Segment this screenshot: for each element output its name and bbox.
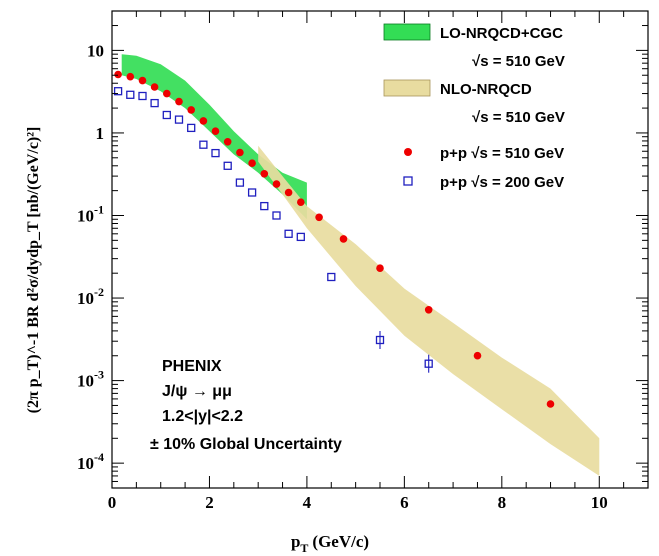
legend-swatch-lo bbox=[383, 23, 431, 41]
x-tick-label: 8 bbox=[498, 493, 507, 512]
y-tick-label: 10-2 bbox=[77, 285, 104, 308]
data-point-510 bbox=[424, 306, 433, 314]
legend-label-200: p+p √s = 200 GeV bbox=[440, 174, 564, 191]
x-tick-label: 0 bbox=[108, 493, 117, 512]
data-point-200 bbox=[327, 272, 336, 282]
data-point-510 bbox=[223, 138, 232, 146]
data-point-510 bbox=[260, 170, 269, 178]
data-point-200 bbox=[150, 98, 159, 108]
series-layer bbox=[113, 70, 555, 408]
legend: LO-NRQCD+CGC √s = 510 GeV NLO-NRQCD √s =… bbox=[383, 23, 565, 191]
data-point-510 bbox=[199, 117, 208, 125]
y-tick-label: 10-4 bbox=[77, 450, 104, 473]
data-point-200 bbox=[199, 140, 208, 149]
data-point-510 bbox=[248, 159, 256, 167]
x-tick-label: 2 bbox=[205, 493, 214, 512]
data-point-510 bbox=[175, 97, 183, 106]
band-lo-nrqcd-cgc bbox=[121, 54, 307, 220]
data-point-510 bbox=[297, 198, 305, 206]
data-point-200 bbox=[284, 229, 293, 238]
data-point-510 bbox=[114, 70, 122, 79]
data-point-510 bbox=[284, 188, 293, 197]
data-point-510 bbox=[376, 264, 384, 273]
annotation-rapidity: 1.2<|y|<2.2 bbox=[162, 408, 243, 425]
data-point-200 bbox=[126, 90, 135, 99]
data-point-510 bbox=[138, 76, 147, 85]
data-point-200 bbox=[174, 115, 184, 124]
annotation-uncertainty: ± 10% Global Uncertainty bbox=[150, 436, 342, 453]
x-tick-label: 4 bbox=[303, 493, 312, 512]
legend-label-nlo: NLO-NRQCD bbox=[440, 81, 532, 98]
x-tick-label: 10 bbox=[591, 493, 608, 512]
legend-marker-510 bbox=[404, 148, 412, 156]
data-point-510 bbox=[150, 83, 159, 91]
y-tick-label: 10-3 bbox=[77, 368, 104, 391]
data-point-200 bbox=[223, 161, 232, 170]
data-point-510 bbox=[211, 127, 220, 135]
ticks-layer: 0 2 4 6 8 10 10-4 10-3 10-2 10-1 1 10 bbox=[77, 10, 649, 512]
y-tick-label: 10-1 bbox=[77, 202, 104, 225]
data-point-200 bbox=[113, 87, 123, 96]
y-tick-label: 1 bbox=[96, 124, 105, 143]
legend-swatch-nlo bbox=[383, 79, 431, 97]
data-point-200 bbox=[247, 188, 257, 197]
x-axis-title: pT (GeV/c) bbox=[291, 532, 369, 555]
data-point-200 bbox=[162, 110, 171, 120]
annotation-channel: J/ψ → μμ bbox=[162, 383, 232, 400]
annotation-experiment: PHENIX bbox=[162, 358, 222, 375]
data-point-510 bbox=[546, 400, 555, 408]
data-point-510 bbox=[236, 148, 244, 157]
annotations: PHENIX J/ψ → μμ 1.2<|y|<2.2 ± 10% Global… bbox=[150, 358, 342, 453]
data-point-200 bbox=[211, 148, 220, 158]
data-point-200 bbox=[296, 232, 305, 242]
legend-marker-200 bbox=[403, 176, 413, 186]
data-point-200 bbox=[375, 335, 385, 345]
data-point-510 bbox=[315, 213, 323, 222]
data-point-200 bbox=[424, 359, 433, 368]
legend-energy-nlo: √s = 510 GeV bbox=[472, 109, 565, 126]
data-point-200 bbox=[235, 178, 245, 187]
data-point-510 bbox=[187, 106, 195, 114]
data-point-510 bbox=[339, 235, 348, 243]
data-point-510 bbox=[126, 72, 135, 81]
data-point-200 bbox=[272, 211, 281, 220]
legend-energy-lo: √s = 510 GeV bbox=[472, 53, 565, 70]
data-point-200 bbox=[187, 123, 196, 133]
data-point-510 bbox=[272, 180, 281, 188]
x-tick-label: 6 bbox=[400, 493, 409, 512]
data-point-510 bbox=[163, 89, 171, 98]
data-point-200 bbox=[260, 201, 269, 211]
y-axis-title: (2π p_T)^-1 BR d²σ/dydp_T [nb/(GeV/c)²] bbox=[25, 127, 42, 414]
data-point-510 bbox=[473, 351, 482, 360]
legend-label-510: p+p √s = 510 GeV bbox=[440, 145, 564, 162]
data-point-200 bbox=[138, 91, 147, 101]
y-tick-label: 10 bbox=[87, 41, 104, 60]
legend-label-lo: LO-NRQCD+CGC bbox=[440, 25, 563, 42]
